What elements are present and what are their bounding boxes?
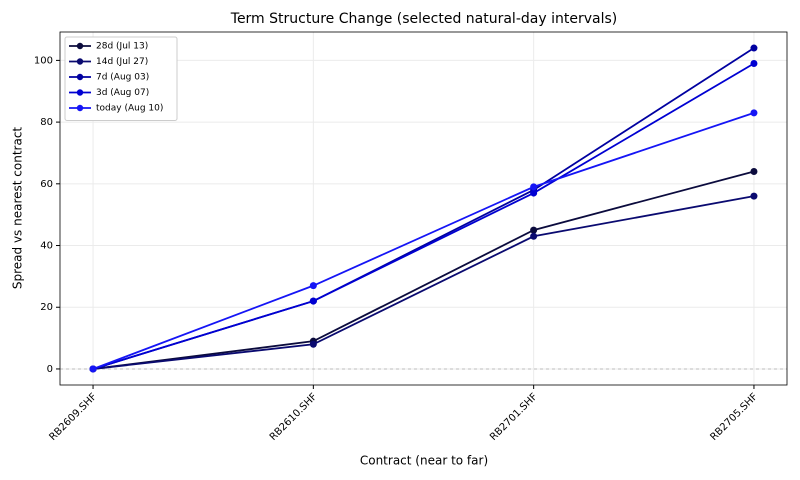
data-point bbox=[750, 44, 758, 52]
legend-label: 14d (Jul 27) bbox=[96, 57, 148, 67]
series-line bbox=[92, 195, 755, 370]
data-point bbox=[750, 59, 758, 67]
y-tick-label: 20 bbox=[40, 302, 53, 313]
data-point bbox=[309, 340, 317, 348]
data-point bbox=[309, 297, 317, 305]
y-tick-label: 100 bbox=[34, 55, 53, 66]
data-point bbox=[89, 365, 97, 373]
legend-label: today (Aug 10) bbox=[96, 104, 163, 114]
series-line bbox=[92, 62, 755, 370]
data-point bbox=[309, 282, 317, 290]
legend-label: 28d (Jul 13) bbox=[96, 42, 148, 52]
y-tick-label: 40 bbox=[40, 241, 53, 252]
legend-box bbox=[64, 36, 178, 121]
data-point bbox=[750, 167, 758, 175]
legend-label: 7d (Aug 03) bbox=[96, 73, 149, 83]
x-tick-label: RB2705.SHF bbox=[708, 391, 760, 443]
legend-marker bbox=[76, 104, 84, 112]
legend-marker bbox=[76, 42, 84, 50]
legend-marker bbox=[76, 89, 84, 96]
x-tick-label: RB2610.SHF bbox=[268, 391, 320, 443]
data-point bbox=[530, 183, 538, 191]
chart-title: Term Structure Change (selected natural-… bbox=[230, 11, 617, 27]
data-point bbox=[530, 226, 538, 234]
y-tick-label: 0 bbox=[47, 364, 53, 375]
legend-marker bbox=[76, 58, 84, 65]
plot-frame bbox=[59, 31, 788, 386]
y-tick-label: 60 bbox=[40, 179, 53, 190]
x-tick-label: RB2701.SHF bbox=[488, 391, 540, 443]
series-line bbox=[92, 111, 755, 370]
y-tick-label: 80 bbox=[40, 117, 53, 128]
series-line bbox=[92, 47, 755, 370]
legend-label: 3d (Aug 07) bbox=[96, 88, 149, 98]
data-point bbox=[530, 232, 538, 240]
data-point bbox=[750, 192, 758, 200]
series-line bbox=[92, 170, 755, 370]
x-axis-label: Contract (near to far) bbox=[360, 454, 488, 468]
x-tick-label: RB2609.SHF bbox=[48, 391, 100, 443]
y-axis-label: Spread vs nearest contract bbox=[11, 127, 25, 290]
data-point bbox=[530, 189, 538, 197]
data-point bbox=[750, 109, 758, 117]
legend-marker bbox=[76, 73, 84, 81]
